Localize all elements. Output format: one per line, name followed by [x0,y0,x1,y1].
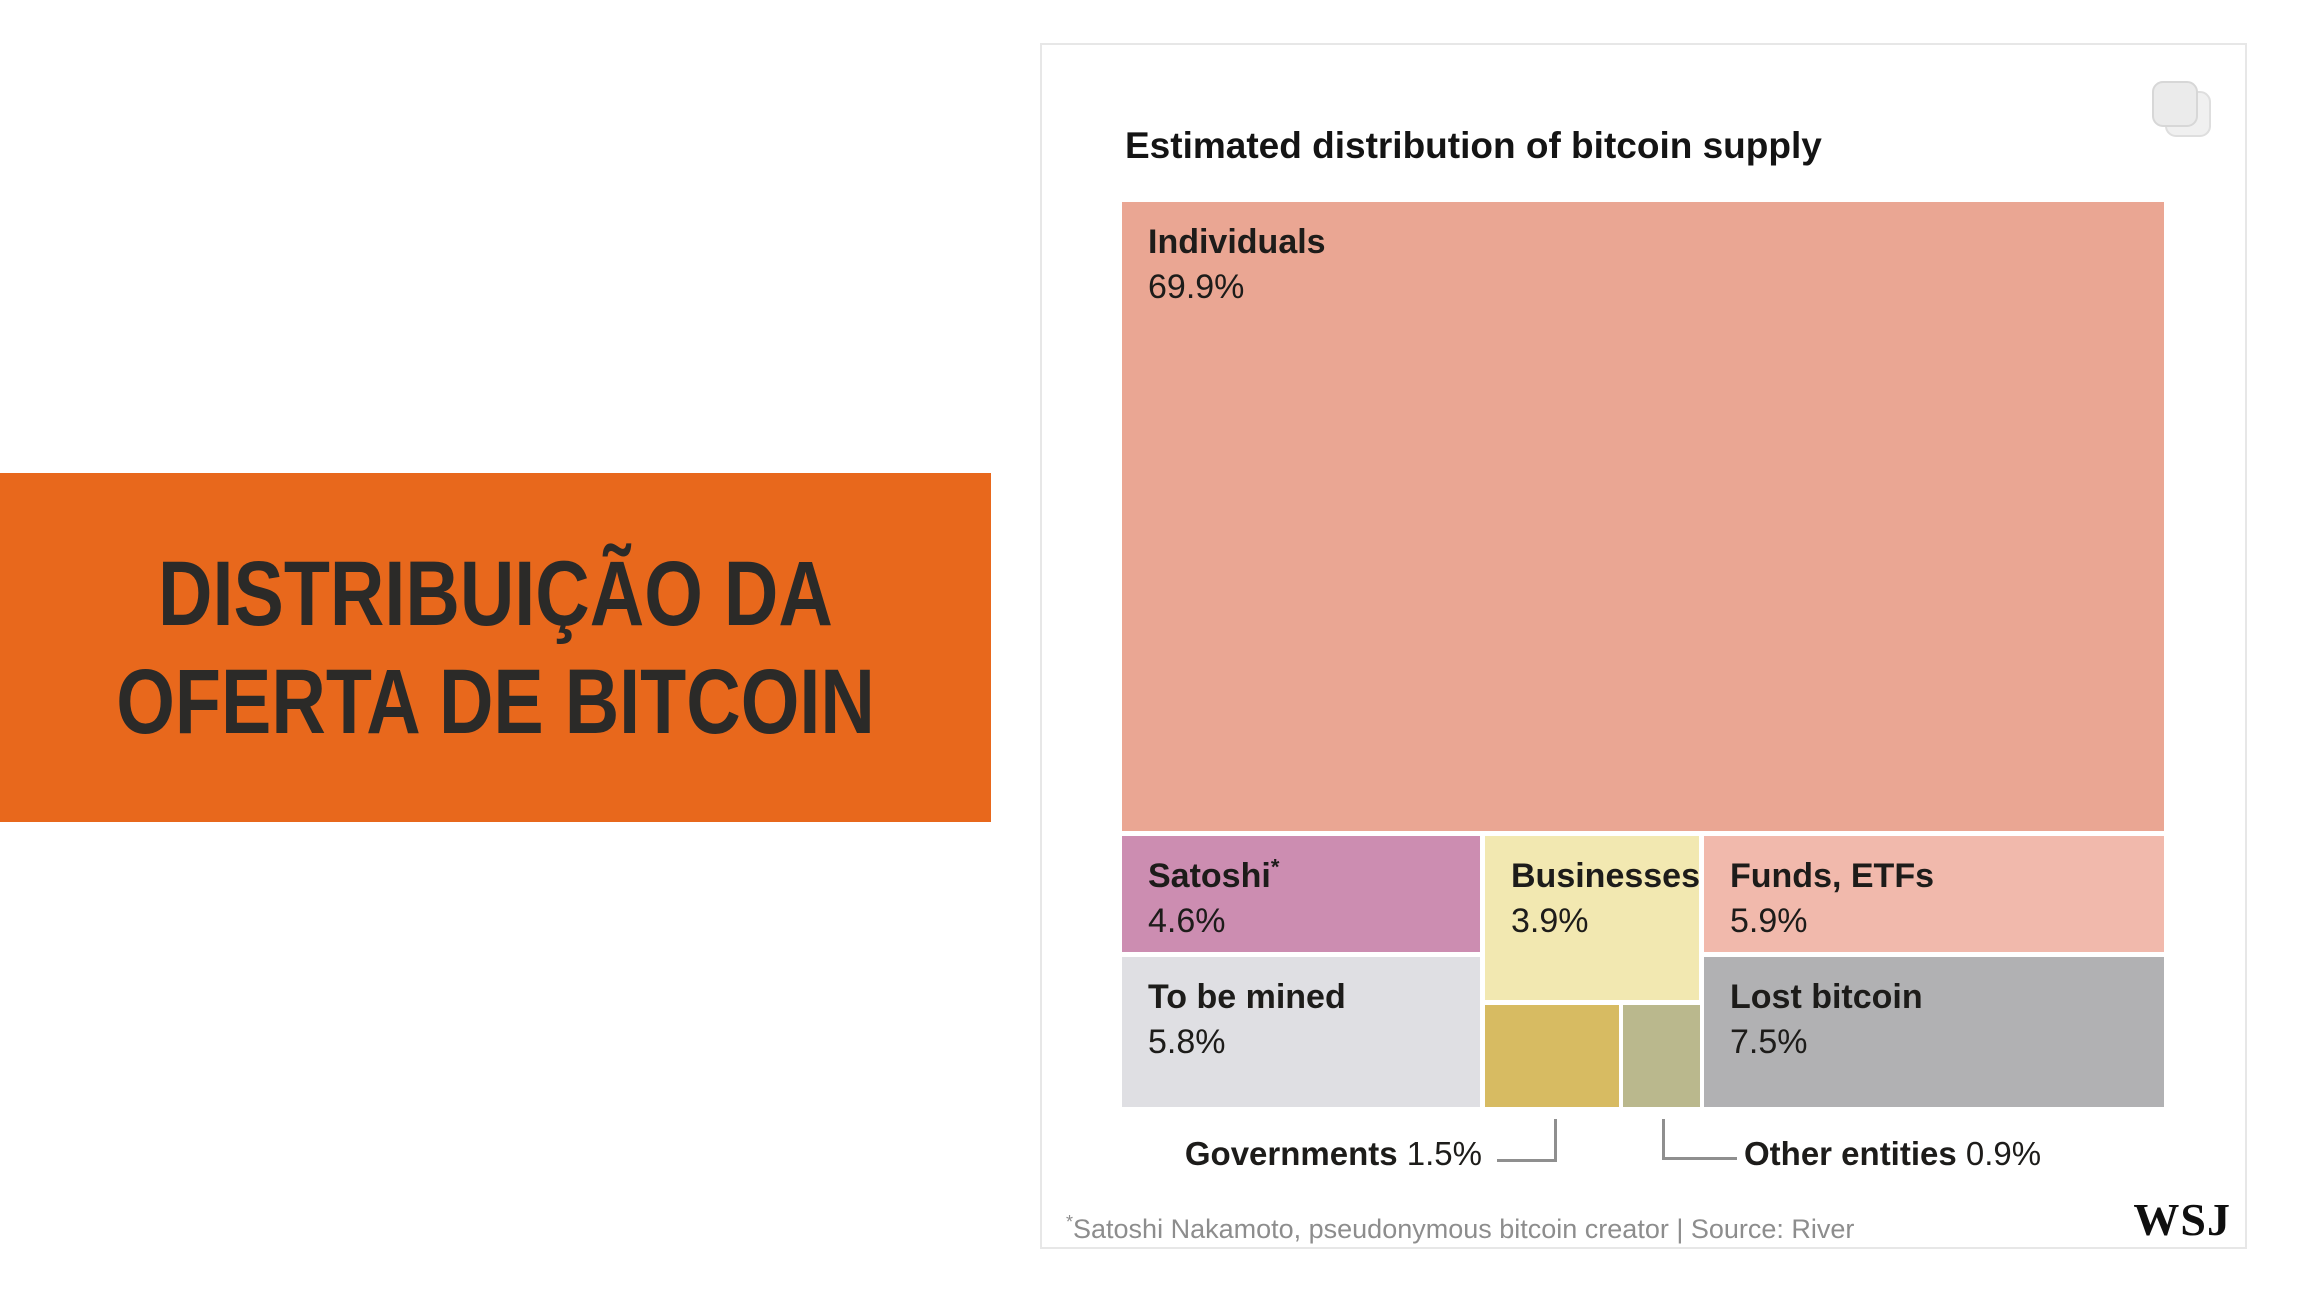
callout-name: Governments [1184,1135,1398,1172]
chart-card: Estimated distribution of bitcoin supply… [1040,43,2247,1249]
block-value: 69.9% [1148,268,1245,306]
callout-label-other-entities: Other entities 0.9% [1744,1134,2041,1174]
block-label: Funds, ETFs [1730,857,1934,895]
block-value: 5.9% [1730,902,1808,940]
block-label: Lost bitcoin [1730,978,1923,1016]
treemap-block-lost-bitcoin: Lost bitcoin 7.5% [1704,957,2164,1107]
callout-value: 0.9% [1965,1135,2042,1172]
callout-value: 1.5% [1406,1135,1482,1172]
block-label: Satoshi* [1148,854,1280,895]
callout-name: Other entities [1744,1135,1957,1172]
treemap: Individuals 69.9% Satoshi* 4.6% To be mi… [1122,202,2164,1107]
slide-title-line2: OFERTA DE BITCOIN [116,650,875,753]
chart-title: Estimated distribution of bitcoin supply [1125,125,1822,166]
treemap-block-satoshi: Satoshi* 4.6% [1122,836,1480,952]
copy-icon[interactable] [2150,79,2222,151]
callout-line-other-entities [1662,1119,1737,1160]
chart-footnote: *Satoshi Nakamoto, pseudonymous bitcoin … [1066,1212,1855,1244]
block-value: 3.9% [1511,902,1589,940]
block-value: 7.5% [1730,1023,1808,1061]
footnote-asterisk: * [1270,854,1280,880]
block-label: Businesses [1511,857,1699,895]
wsj-logo: WSJ [2133,1194,2231,1245]
treemap-block-businesses: Businesses 3.9% [1485,836,1699,1000]
treemap-block-to-be-mined: To be mined 5.8% [1122,957,1480,1107]
treemap-block-other-entities [1623,1005,1700,1107]
copy-icon-front-square [2152,81,2198,127]
treemap-block-governments [1485,1005,1619,1107]
callout-label-governments: Governments 1.5% [1082,1134,1482,1174]
slide-title-line1: DISTRIBUIÇÃO DA [158,542,833,645]
block-value: 4.6% [1148,902,1226,940]
slide-title-banner: DISTRIBUIÇÃO DA OFERTA DE BITCOIN [0,473,991,822]
block-value: 5.8% [1148,1023,1226,1061]
treemap-block-funds-etfs: Funds, ETFs 5.9% [1704,836,2164,952]
block-label: Individuals [1148,223,1326,261]
treemap-block-individuals: Individuals 69.9% [1122,202,2164,831]
block-label: To be mined [1148,978,1346,1016]
callout-line-governments [1497,1119,1557,1162]
footnote-asterisk: * [1066,1212,1074,1232]
